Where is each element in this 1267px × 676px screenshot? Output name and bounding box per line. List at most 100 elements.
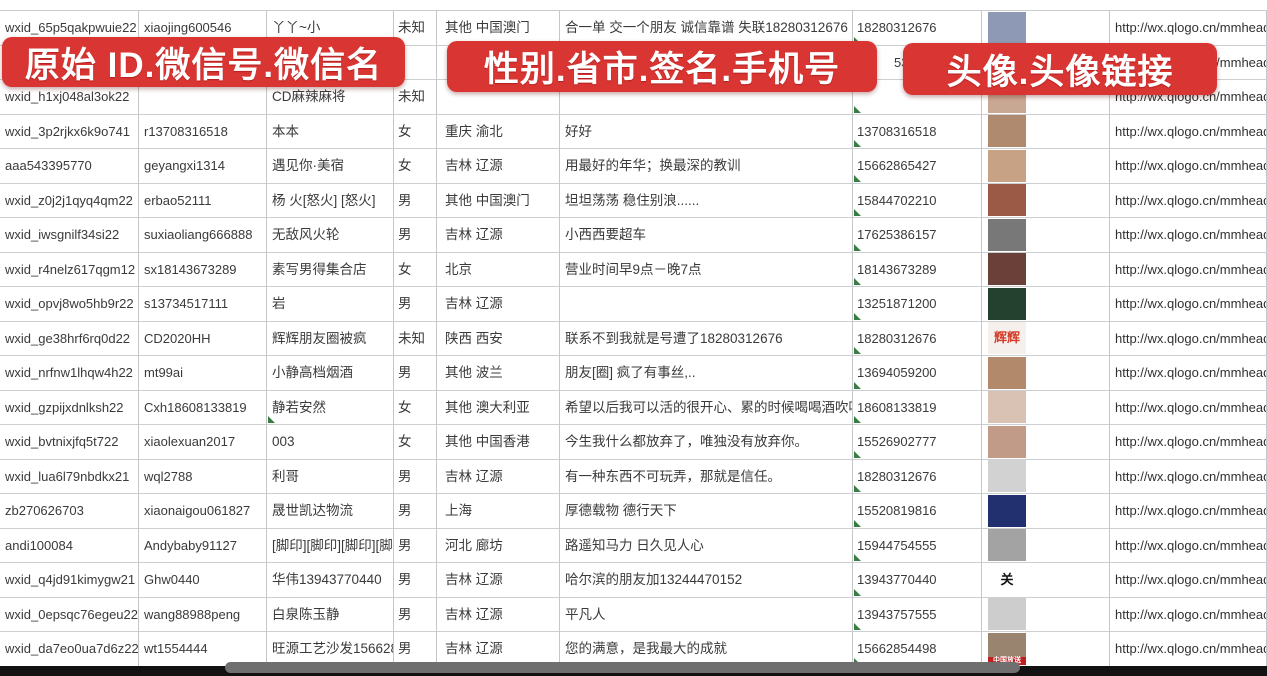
- cell-avatar[interactable]: [982, 183, 1110, 218]
- cell-original-id[interactable]: wxid_opvj8wo5hb9r22: [0, 287, 139, 322]
- cell-province-city[interactable]: 吉林 辽源: [437, 459, 560, 494]
- cell-phone-number[interactable]: 13251871200: [853, 287, 982, 322]
- cell-weixin-id[interactable]: mt99ai: [139, 356, 267, 391]
- cell-weixin-name[interactable]: 岩: [267, 287, 394, 322]
- cell-avatar[interactable]: [982, 114, 1110, 149]
- cell-avatar[interactable]: [982, 597, 1110, 632]
- cell-phone-number[interactable]: 15662865427: [853, 149, 982, 184]
- cell-avatar-link[interactable]: http://wx.qlogo.cn/mmhead: [1110, 114, 1267, 149]
- cell-avatar-link[interactable]: http://wx.qlogo.cn/mmhead: [1110, 252, 1267, 287]
- cell-avatar[interactable]: [982, 459, 1110, 494]
- cell-weixin-id[interactable]: Cxh18608133819: [139, 390, 267, 425]
- cell-province-city[interactable]: 河北 廊坊: [437, 528, 560, 563]
- cell-avatar-link[interactable]: http://wx.qlogo.cn/mmhead: [1110, 321, 1267, 356]
- cell-avatar[interactable]: [982, 149, 1110, 184]
- cell-original-id[interactable]: aaa543395770: [0, 149, 139, 184]
- cell-avatar-link[interactable]: http://wx.qlogo.cn/mmhead: [1110, 632, 1267, 667]
- cell-original-id[interactable]: zb270626703: [0, 494, 139, 529]
- cell-province-city[interactable]: 上海: [437, 494, 560, 529]
- cell-gender[interactable]: 女: [394, 390, 437, 425]
- cell-weixin-name[interactable]: 晟世凯达物流: [267, 494, 394, 529]
- cell-weixin-name[interactable]: CD麻辣麻将: [267, 80, 394, 115]
- cell-weixin-name[interactable]: 利哥: [267, 459, 394, 494]
- cell-avatar[interactable]: [982, 218, 1110, 253]
- cell-weixin-name[interactable]: 小静高档烟酒: [267, 356, 394, 391]
- cell-gender[interactable]: 女: [394, 425, 437, 460]
- cell-avatar[interactable]: [982, 11, 1110, 46]
- cell-avatar-link[interactable]: http://wx.qlogo.cn/mmhead: [1110, 218, 1267, 253]
- cell-weixin-id[interactable]: CD2020HH: [139, 321, 267, 356]
- cell-weixin-name[interactable]: 无敌风火轮: [267, 218, 394, 253]
- cell-province-city[interactable]: 北京: [437, 252, 560, 287]
- cell-province-city[interactable]: 吉林 辽源: [437, 149, 560, 184]
- cell-avatar-link[interactable]: http://wx.qlogo.cn/mmhead: [1110, 563, 1267, 598]
- cell-signature[interactable]: [560, 80, 853, 115]
- cell-province-city[interactable]: [437, 80, 560, 115]
- cell-gender[interactable]: 未知: [394, 80, 437, 115]
- cell-province-city[interactable]: 陕西 西安: [437, 321, 560, 356]
- cell-original-id[interactable]: wxid_da7eo0ua7d6z22: [0, 632, 139, 667]
- cell-phone-number[interactable]: 15526902777: [853, 425, 982, 460]
- cell-weixin-name[interactable]: 003: [267, 425, 394, 460]
- cell-weixin-name[interactable]: [脚印][脚印][脚印][脚印: [267, 528, 394, 563]
- cell-original-id[interactable]: wxid_z0j2j1qyq4qm22: [0, 183, 139, 218]
- cell-gender[interactable]: 男: [394, 459, 437, 494]
- cell-avatar-link[interactable]: http://wx.qlogo.cn/mmhead: [1110, 597, 1267, 632]
- cell-weixin-id[interactable]: r13708316518: [139, 114, 267, 149]
- cell-weixin-id[interactable]: sx18143673289: [139, 252, 267, 287]
- cell-signature[interactable]: 平凡人: [560, 597, 853, 632]
- cell-avatar-link[interactable]: http://wx.qlogo.cn/mmhead: [1110, 11, 1267, 46]
- cell-avatar-link[interactable]: http://wx.qlogo.cn/mmhead: [1110, 356, 1267, 391]
- cell-gender[interactable]: 女: [394, 114, 437, 149]
- horizontal-scrollbar-thumb[interactable]: [225, 662, 1020, 673]
- cell-gender[interactable]: 男: [394, 356, 437, 391]
- cell-original-id[interactable]: wxid_ge38hrf6rq0d22: [0, 321, 139, 356]
- cell-weixin-name[interactable]: 辉辉朋友圈被疯: [267, 321, 394, 356]
- cell-weixin-name[interactable]: 静若安然: [267, 390, 394, 425]
- cell-signature[interactable]: 有一种东西不可玩弄，那就是信任。: [560, 459, 853, 494]
- cell-gender[interactable]: 男: [394, 218, 437, 253]
- cell-weixin-id[interactable]: Ghw0440: [139, 563, 267, 598]
- cell-province-city[interactable]: 其他 中国香港: [437, 425, 560, 460]
- cell-signature[interactable]: [560, 287, 853, 322]
- cell-avatar-link[interactable]: http://wx.qlogo.cn/mmhead: [1110, 459, 1267, 494]
- cell-weixin-id[interactable]: erbao52111: [139, 183, 267, 218]
- cell-phone-number[interactable]: 13943757555: [853, 597, 982, 632]
- cell-signature[interactable]: 坦坦荡荡 稳住别浪......: [560, 183, 853, 218]
- cell-avatar[interactable]: [982, 528, 1110, 563]
- cell-phone-number[interactable]: 18280312676: [853, 11, 982, 46]
- cell-phone-number[interactable]: 15944754555: [853, 528, 982, 563]
- cell-province-city[interactable]: 吉林 辽源: [437, 597, 560, 632]
- cell-signature[interactable]: 路遥知马力 日久见人心: [560, 528, 853, 563]
- cell-avatar[interactable]: [982, 425, 1110, 460]
- cell-weixin-id[interactable]: xiaolexuan2017: [139, 425, 267, 460]
- cell-phone-number[interactable]: 13943770440: [853, 563, 982, 598]
- cell-province-city[interactable]: 其他 中国澳门: [437, 183, 560, 218]
- cell-phone-number[interactable]: [853, 80, 982, 115]
- cell-signature[interactable]: 小西西要超车: [560, 218, 853, 253]
- cell-original-id[interactable]: wxid_nrfnw1lhqw4h22: [0, 356, 139, 391]
- cell-province-city[interactable]: 吉林 辽源: [437, 218, 560, 253]
- cell-weixin-id[interactable]: suxiaoliang666888: [139, 218, 267, 253]
- cell-weixin-name[interactable]: 杨 火[怒火] [怒火]: [267, 183, 394, 218]
- cell-phone-number[interactable]: 15844702210: [853, 183, 982, 218]
- cell-phone-number[interactable]: 18280312676: [853, 459, 982, 494]
- cell-avatar-link[interactable]: http://wx.qlogo.cn/mmhead: [1110, 149, 1267, 184]
- cell-signature[interactable]: 朋友[圈] 疯了有事丝,..: [560, 356, 853, 391]
- cell-original-id[interactable]: wxid_r4nelz617qgm12: [0, 252, 139, 287]
- cell-signature[interactable]: 营业时间早9点－晚7点: [560, 252, 853, 287]
- cell-weixin-id[interactable]: s13734517111: [139, 287, 267, 322]
- cell-gender[interactable]: 女: [394, 252, 437, 287]
- cell-province-city[interactable]: 其他 波兰: [437, 356, 560, 391]
- cell-avatar[interactable]: [982, 356, 1110, 391]
- cell-gender[interactable]: 男: [394, 528, 437, 563]
- cell-original-id[interactable]: wxid_lua6l79nbdkx21: [0, 459, 139, 494]
- cell-original-id[interactable]: wxid_0epsqc76egeu22: [0, 597, 139, 632]
- cell-avatar[interactable]: [982, 494, 1110, 529]
- cell-signature[interactable]: 用最好的年华；换最深的教训: [560, 149, 853, 184]
- cell-original-id[interactable]: wxid_gzpijxdnlksh22: [0, 390, 139, 425]
- cell-weixin-id[interactable]: xiaonaigou061827: [139, 494, 267, 529]
- cell-province-city[interactable]: 吉林 辽源: [437, 287, 560, 322]
- cell-avatar[interactable]: 辉辉: [982, 321, 1110, 356]
- cell-weixin-id[interactable]: [139, 80, 267, 115]
